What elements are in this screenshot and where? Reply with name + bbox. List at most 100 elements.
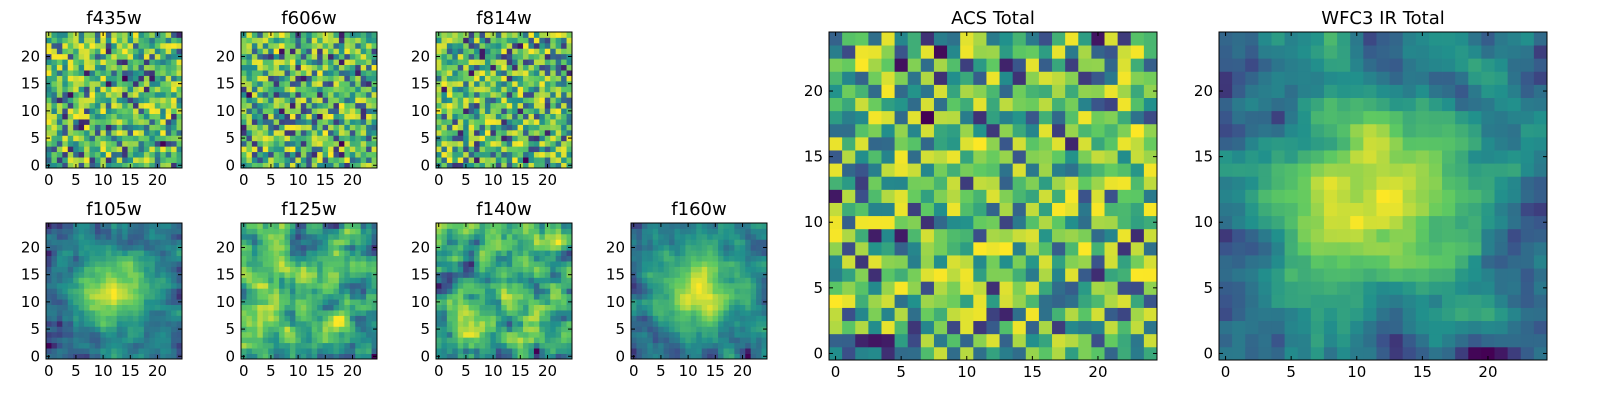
heatmap-cell (495, 80, 502, 87)
heatmap-cell (636, 315, 643, 322)
heatmap-cell (78, 75, 85, 82)
heatmap-cell (46, 342, 52, 349)
heatmap-cell (154, 244, 161, 251)
heatmap-cell (533, 310, 540, 316)
heatmap-cell (295, 299, 302, 305)
heatmap-cell (122, 37, 128, 44)
heatmap-cell (479, 91, 486, 98)
heatmap-cells (241, 223, 378, 360)
heatmap-cell (349, 271, 356, 278)
heatmap-cell (111, 261, 118, 267)
heatmap-cell (728, 304, 735, 311)
heatmap-cell (338, 75, 345, 82)
heatmap-cell (300, 75, 307, 82)
heatmap-cell (533, 233, 540, 240)
heatmap-cell (452, 97, 459, 104)
heatmap-cell (127, 271, 134, 278)
heatmap-cell (523, 108, 529, 114)
heatmap-cell (539, 244, 546, 251)
heatmap-cell (718, 228, 724, 235)
heatmap-cell (338, 48, 345, 55)
heatmap-cell (641, 315, 648, 322)
heatmap-cell (143, 255, 150, 262)
heatmap-cell (246, 162, 253, 169)
heatmap-cell (56, 124, 63, 131)
heatmap-cell (550, 261, 557, 267)
heatmap-cell (116, 108, 123, 114)
heatmap-cell (89, 124, 96, 131)
heatmap-cell (517, 304, 524, 311)
heatmap-cell (947, 333, 961, 348)
heatmap-cell (734, 331, 741, 338)
heatmap-cell (501, 75, 508, 82)
heatmap-cell (122, 70, 128, 76)
heatmap-cell (855, 281, 869, 295)
heatmap-cell (1130, 255, 1145, 269)
heatmap-cell (446, 80, 453, 87)
heatmap-cell (46, 37, 52, 44)
heatmap-cell (561, 48, 567, 55)
heatmap-cell (1052, 255, 1066, 269)
heatmap-cell (328, 37, 334, 44)
heatmap-cell (544, 261, 551, 267)
heatmap-cell (317, 37, 323, 44)
heatmap-cell (999, 215, 1014, 230)
heatmap-cell (658, 299, 665, 305)
heatmap-cell (273, 75, 280, 82)
heatmap-cell (84, 337, 90, 344)
heatmap-cell (338, 59, 345, 66)
heatmap-cell (674, 331, 681, 338)
heatmap-cell (506, 250, 513, 257)
heatmap-cell (517, 59, 524, 66)
heatmap-cell (89, 140, 96, 147)
heatmap-cell (360, 228, 367, 235)
x-tick-label: 0 (239, 171, 249, 189)
heatmap-cell (468, 48, 475, 55)
heatmap-cell (555, 255, 562, 262)
heatmap-cell (685, 348, 692, 354)
heatmap-cell (46, 282, 52, 289)
heatmap-cell (165, 113, 172, 120)
heatmap-cell (289, 146, 296, 153)
heatmap-cell (279, 108, 285, 114)
heatmap-cell (246, 86, 253, 93)
heatmap-cell (306, 129, 313, 136)
heatmap-cell (523, 337, 529, 344)
heatmap-cell (907, 294, 922, 308)
heatmap-cell (652, 233, 659, 240)
heatmap-cell (1038, 320, 1053, 335)
heatmap-cell (674, 244, 681, 251)
heatmap-cell (523, 239, 529, 246)
heatmap-cell (539, 337, 546, 344)
heatmap-cell (171, 299, 177, 305)
heatmap-cell (100, 331, 107, 338)
heatmap-cell (300, 282, 307, 289)
heatmap-cell (550, 293, 557, 300)
heatmap-cell (251, 119, 258, 125)
heatmap-cell (94, 48, 101, 55)
heatmap-cell (273, 32, 280, 38)
heatmap-cell (176, 157, 183, 163)
heatmap-cell (517, 233, 524, 240)
heatmap-cell (333, 315, 340, 322)
heatmap-cell (696, 304, 703, 311)
heatmap-cell (484, 97, 491, 104)
heatmap-cell (268, 42, 275, 49)
heatmap-cell (960, 176, 974, 190)
heatmap-cell (62, 299, 69, 305)
heatmap-cell (512, 75, 518, 82)
heatmap-cell (512, 315, 518, 322)
heatmap-cell (268, 255, 275, 262)
heatmap-cell (133, 228, 139, 235)
heatmap-cell (490, 102, 497, 109)
heatmap-cell (338, 271, 345, 278)
heatmap-cell (251, 233, 258, 240)
heatmap-cell (647, 261, 654, 267)
heatmap-cell (696, 266, 703, 273)
heatmap-cell (149, 42, 156, 49)
heatmap-cell (284, 282, 291, 289)
heatmap-cell (149, 304, 156, 311)
heatmap-cell (855, 268, 869, 282)
heatmap-cell (855, 307, 869, 322)
heatmap-cell (468, 293, 475, 300)
